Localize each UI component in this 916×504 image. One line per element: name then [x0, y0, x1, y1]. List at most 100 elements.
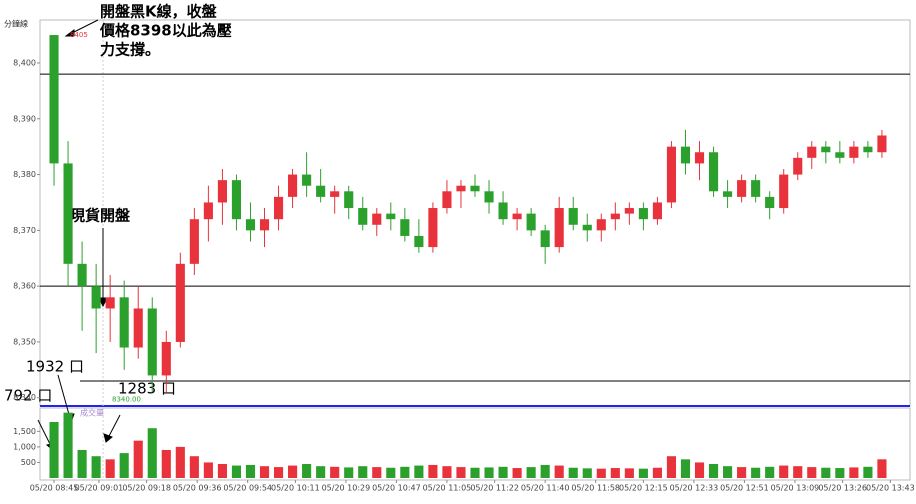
- candle-body: [400, 219, 410, 236]
- chart-title: 分鐘線: [4, 19, 28, 29]
- annotation: 792 口: [4, 387, 52, 405]
- volume-bar: [512, 468, 522, 478]
- volume-bar: [456, 467, 466, 478]
- candle-body: [456, 185, 466, 192]
- candle-body: [77, 263, 87, 287]
- volume-bar: [147, 428, 157, 478]
- candle-body: [189, 219, 199, 264]
- candle-body: [344, 191, 354, 209]
- volume-bar: [624, 468, 634, 478]
- candle-body: [203, 202, 213, 220]
- candle-body: [288, 174, 298, 197]
- candle-body: [793, 157, 803, 175]
- volume-bar: [638, 468, 648, 478]
- candle-body: [877, 135, 887, 153]
- volume-bar: [133, 440, 143, 478]
- volume-bar: [231, 465, 242, 478]
- volume-bar: [245, 464, 256, 478]
- y2-tick-label: 500: [21, 458, 36, 467]
- candle-body: [568, 208, 578, 225]
- x-tick-label: 05/20 11:05: [423, 484, 472, 493]
- volume-bar: [596, 468, 606, 478]
- volume-bar: [498, 466, 508, 478]
- x-tick-label: 05/20 10:47: [372, 484, 421, 493]
- volume-bar: [821, 467, 831, 478]
- x-tick-label: 05/20 11:22: [470, 484, 519, 493]
- candle-body: [63, 163, 73, 264]
- candle-body: [147, 308, 157, 376]
- volume-bar: [189, 456, 199, 478]
- candle-body: [526, 213, 536, 231]
- candle-body: [638, 208, 648, 220]
- x-tick-label: 05/20 12:51: [720, 484, 769, 493]
- candle-body: [554, 208, 564, 248]
- annotation: 現貨開盤: [70, 207, 131, 225]
- candle-body: [540, 230, 550, 248]
- volume-bar: [526, 467, 536, 478]
- x-tick-label: 05/20 11:58: [571, 484, 620, 493]
- candle-body: [358, 208, 368, 225]
- volume-bar: [582, 468, 592, 478]
- volume-bar: [77, 450, 87, 478]
- x-tick-label: 05/20 13:43: [866, 484, 915, 493]
- volume-bar: [428, 464, 438, 478]
- candle-body: [694, 152, 705, 164]
- candle-body: [470, 185, 480, 192]
- candle-body: [737, 180, 747, 197]
- candle-body: [414, 235, 424, 248]
- volume-bar: [63, 412, 73, 478]
- candle-body: [582, 224, 592, 231]
- candle-body: [245, 219, 256, 231]
- volume-bar: [400, 466, 410, 478]
- candle-body: [316, 185, 326, 197]
- volume-bar: [386, 467, 396, 478]
- x-tick-label: 05/20 09:01: [75, 484, 124, 493]
- candle-body: [91, 286, 101, 309]
- volume-bar: [680, 459, 691, 478]
- annotation: 價格8398以此為壓: [99, 22, 232, 40]
- volume-bar: [259, 466, 270, 478]
- candle-body: [386, 213, 396, 220]
- candle-body: [807, 146, 817, 158]
- candle-body: [273, 196, 284, 220]
- candle-body: [708, 152, 719, 192]
- candle-body: [49, 35, 59, 164]
- volume-bar: [161, 450, 171, 478]
- y-tick-label: 8,400: [13, 58, 36, 67]
- volume-panel: [39, 407, 911, 481]
- volume-bar: [344, 467, 354, 478]
- candle-body: [231, 180, 242, 220]
- x-tick-label: 05/20 09:36: [173, 484, 222, 493]
- candle-body: [666, 146, 677, 203]
- candle-body: [596, 219, 606, 231]
- candle-body: [624, 208, 634, 214]
- x-tick-label: 05/20 09:18: [122, 484, 171, 493]
- candle-body: [428, 208, 438, 248]
- candle-body: [779, 174, 789, 209]
- price-label: 8340.00: [112, 396, 141, 404]
- volume-bar: [807, 467, 817, 478]
- volume-bar: [779, 465, 789, 478]
- x-tick-label: 05/20 12:33: [670, 484, 719, 493]
- x-tick-label: 05/20 10:29: [322, 484, 371, 493]
- volume-bar: [91, 456, 101, 478]
- volume-bar: [203, 462, 213, 478]
- y2-tick-label: 1,000: [13, 442, 36, 451]
- candle-body: [610, 213, 620, 220]
- volume-bar: [568, 467, 578, 478]
- candle-body: [161, 341, 171, 376]
- volume-bar: [877, 459, 887, 478]
- volume-bar: [175, 446, 185, 478]
- candle-body: [652, 202, 662, 220]
- x-tick-label: 05/20 08:45: [30, 484, 79, 493]
- volume-bar: [554, 465, 564, 478]
- candle-body: [330, 191, 340, 197]
- volume-bar: [723, 466, 733, 478]
- candle-body: [751, 180, 761, 197]
- candle-body: [512, 213, 522, 220]
- candle-body: [723, 191, 733, 197]
- volume-bar: [737, 467, 747, 478]
- volume-bar: [610, 468, 620, 478]
- x-tick-label: 05/20 09:54: [223, 484, 272, 493]
- candle-body: [765, 196, 775, 209]
